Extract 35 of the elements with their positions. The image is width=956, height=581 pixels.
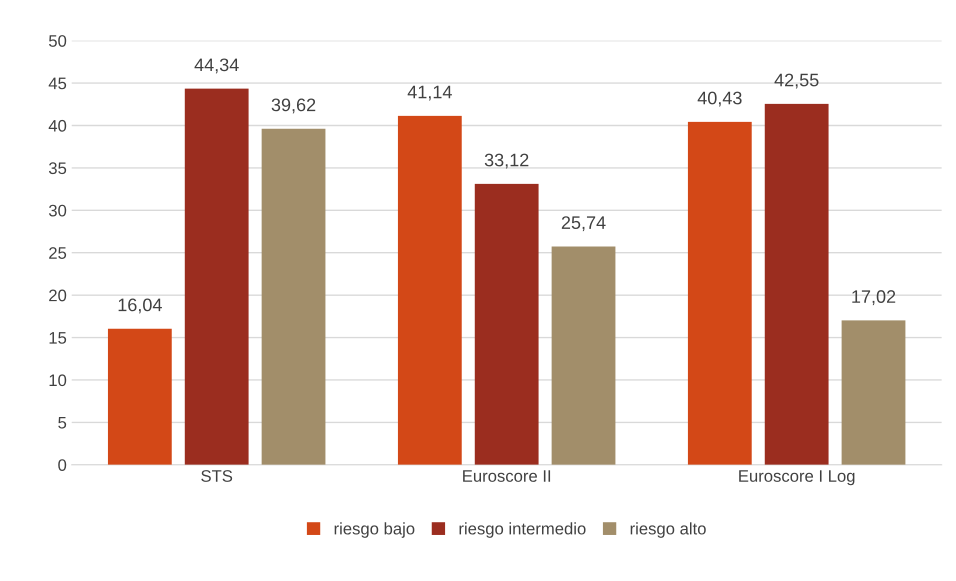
y-tick-label: 35	[48, 162, 66, 174]
y-tick-label: 50	[48, 35, 66, 47]
data-label: 44,34	[194, 58, 239, 74]
y-tick-label: 20	[49, 290, 66, 302]
legend-label: riesgo bajo	[334, 522, 414, 538]
y-tick-label: 30	[48, 204, 66, 217]
x-tick-label: Euroscore II	[463, 470, 550, 482]
data-label: 39,62	[272, 98, 316, 114]
y-tick-label: 0	[58, 459, 66, 472]
data-label: 16,04	[118, 298, 162, 314]
y-tick-label: 45	[48, 78, 66, 90]
bar	[552, 246, 616, 465]
legend-label: riesgo alto	[630, 522, 706, 538]
y-tick-label: 25	[49, 247, 66, 259]
bar	[184, 88, 249, 465]
data-label: 17,02	[852, 290, 896, 306]
data-label: 33,12	[484, 154, 528, 169]
bar	[764, 104, 829, 465]
bar	[688, 122, 752, 465]
bar	[842, 320, 906, 465]
legend-label: riesgo intermedio	[460, 522, 586, 538]
bar	[398, 116, 462, 465]
data-label: 25,74	[562, 216, 606, 232]
x-tick-label: Euroscore I Log	[739, 470, 854, 486]
x-tick-label: STS	[201, 470, 232, 482]
data-label: 41,14	[408, 86, 452, 100]
data-label: 42,55	[774, 74, 819, 89]
bar	[108, 328, 172, 465]
y-tick-label: 40	[48, 120, 66, 132]
y-tick-label: 10	[50, 374, 66, 386]
data-label: 40,43	[698, 92, 742, 107]
bar	[262, 128, 326, 465]
y-tick-label: 5	[58, 416, 66, 429]
y-tick-label: 15	[50, 332, 66, 344]
bar	[474, 184, 539, 465]
